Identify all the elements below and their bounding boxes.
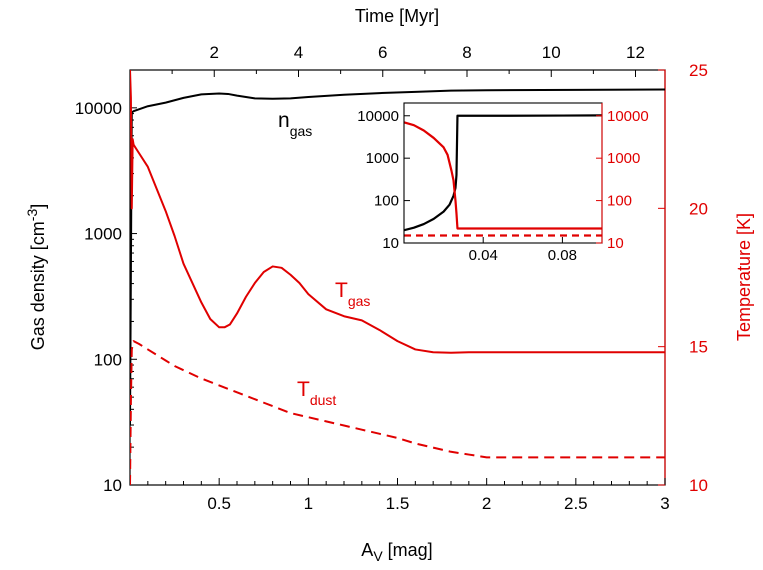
inset-background bbox=[404, 103, 602, 243]
inset-y-tick-label: 100 bbox=[374, 193, 399, 210]
x-tick-label: 2 bbox=[482, 494, 491, 513]
y-tick-label: 10 bbox=[103, 476, 122, 495]
series-label-ngas: ngas bbox=[278, 109, 312, 139]
inset-series-line-1 bbox=[404, 121, 602, 230]
x-tick-label: 2.5 bbox=[564, 494, 588, 513]
y2-axis-title: Temperature [K] bbox=[734, 213, 754, 341]
x-tick-label: 3 bbox=[660, 494, 669, 513]
y-tick-label: 100 bbox=[94, 350, 122, 369]
series-label-tgas: Tgas bbox=[335, 279, 370, 309]
x2-tick-label: 2 bbox=[210, 43, 219, 62]
x2-tick-label: 10 bbox=[542, 43, 561, 62]
inset-x-tick-label: 0.04 bbox=[469, 247, 498, 264]
y2-tick-label: 25 bbox=[689, 61, 708, 80]
x-axis-title: AV [mag] bbox=[361, 540, 432, 564]
inset-y2-tick-label: 100 bbox=[607, 193, 632, 210]
inset-y-tick-label: 10 bbox=[382, 235, 399, 252]
series-line-n-gas bbox=[130, 88, 665, 426]
y2-tick-label: 15 bbox=[689, 338, 708, 357]
x2-tick-label: 12 bbox=[626, 43, 645, 62]
y-tick-label: 1000 bbox=[84, 225, 122, 244]
inset-y-tick-label: 10000 bbox=[357, 108, 399, 125]
top-axis-title: Time [Myr] bbox=[355, 6, 439, 26]
y-tick-label: 10000 bbox=[75, 99, 122, 118]
inset-y2-tick-label: 1000 bbox=[607, 150, 640, 167]
x-tick-label: 1 bbox=[304, 494, 313, 513]
inset-y2-tick-label: 10000 bbox=[607, 108, 649, 125]
inset-y2-tick-label: 10 bbox=[607, 235, 624, 252]
x-tick-label: 1.5 bbox=[386, 494, 410, 513]
inset-x-tick-label: 0.08 bbox=[548, 247, 577, 264]
series-label-tdust: Tdust bbox=[297, 378, 336, 408]
x2-tick-label: 4 bbox=[294, 43, 303, 62]
series-line-t-gas bbox=[130, 70, 665, 354]
x2-tick-label: 6 bbox=[378, 43, 387, 62]
x-tick-label: 0.5 bbox=[207, 494, 231, 513]
inset-y-tick-label: 1000 bbox=[366, 150, 399, 167]
series-line-t-dust bbox=[130, 340, 665, 485]
x2-tick-label: 8 bbox=[462, 43, 471, 62]
y2-tick-label: 20 bbox=[689, 199, 708, 218]
y-axis-title: Gas density [cm-3] bbox=[24, 204, 48, 351]
y2-tick-label: 10 bbox=[689, 476, 708, 495]
